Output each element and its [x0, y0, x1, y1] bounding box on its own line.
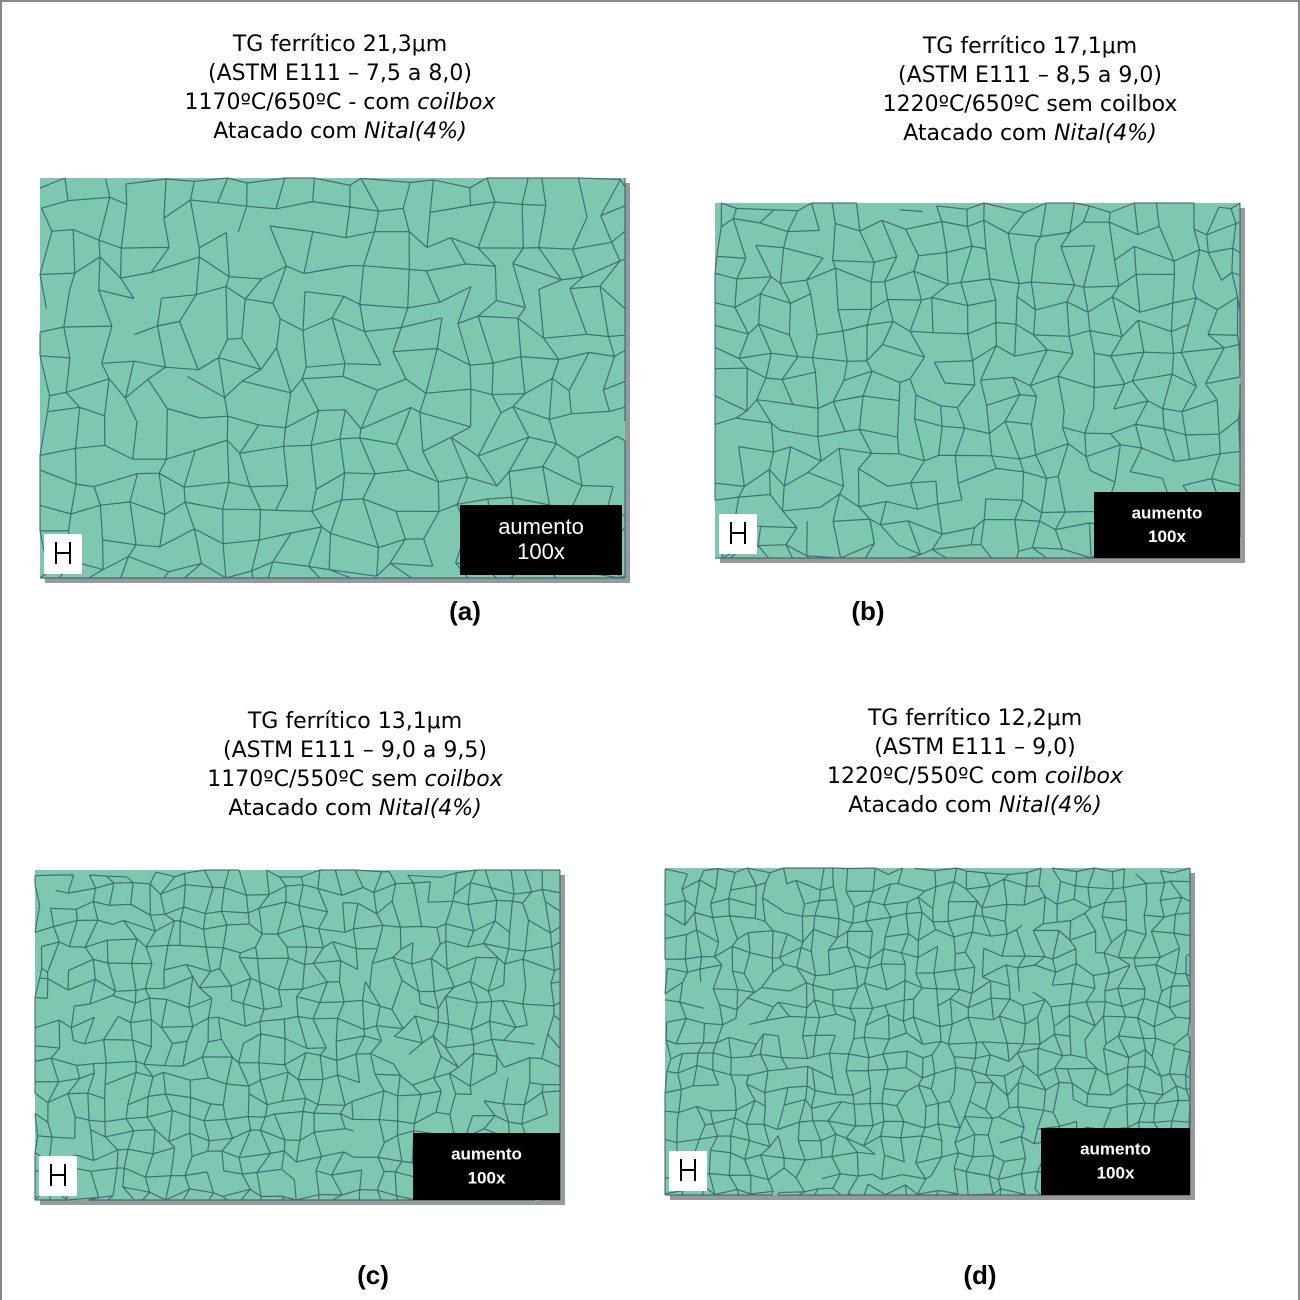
- caption-text: Atacado com: [848, 793, 999, 818]
- page: {"panels": [ {"caption": [{"text": "TG f…: [0, 0, 1300, 1300]
- caption-line: (ASTM E111 – 7,5 a 8,0): [208, 61, 472, 86]
- magnification-text: aumento: [1080, 1140, 1151, 1159]
- caption-italic: coilbox: [425, 767, 504, 792]
- caption-line: Atacado com Nital(4%): [903, 121, 1157, 146]
- caption-italic: Nital(4%): [999, 793, 1102, 818]
- caption-line: TG ferrítico 12,2μm: [867, 706, 1082, 731]
- caption-text: (ASTM E111 – 9,0 a 9,5): [223, 738, 487, 763]
- caption-text: (ASTM E111 – 8,5 a 9,0): [898, 63, 1162, 88]
- caption-line: Atacado com Nital(4%): [848, 793, 1102, 818]
- magnification-text: aumento: [1132, 503, 1203, 522]
- caption-text: TG ferrítico 12,2μm: [867, 706, 1082, 731]
- magnification-text: 100x: [468, 1169, 506, 1188]
- caption-text: 1170ºC/550ºC sem: [207, 767, 424, 792]
- caption-line: (ASTM E111 – 9,0): [874, 735, 1075, 760]
- caption-italic: coilbox: [1045, 764, 1124, 789]
- magnification-box: [1094, 492, 1240, 558]
- caption-text: 1220ºC/650ºC sem coilbox: [883, 92, 1178, 117]
- panel-label: (c): [357, 1260, 389, 1290]
- magnification-text: 100x: [517, 539, 565, 564]
- magnification-text: aumento: [451, 1145, 522, 1164]
- panel-label: (a): [449, 596, 481, 626]
- caption-line: Atacado com Nital(4%): [213, 119, 467, 144]
- caption-text: TG ferrítico 17,1μm: [922, 34, 1137, 59]
- panel-label: (d): [963, 1260, 996, 1290]
- caption-text: Atacado com: [228, 796, 379, 821]
- caption-line: 1170ºC/550ºC sem coilbox: [207, 767, 503, 792]
- caption-line: (ASTM E111 – 8,5 a 9,0): [898, 63, 1162, 88]
- figure: TG ferrítico 21,3μm (ASTM E111 – 7,5 a 8,…: [0, 0, 1300, 1300]
- caption-line: TG ferrítico 21,3μm: [232, 32, 447, 57]
- caption-text: Atacado com: [213, 119, 364, 144]
- magnification-text: aumento: [498, 514, 584, 539]
- caption-italic: Nital(4%): [1054, 121, 1157, 146]
- caption-text: (ASTM E111 – 9,0): [874, 735, 1075, 760]
- caption-text: 1170ºC/650ºC - com: [185, 90, 418, 115]
- caption-italic: Nital(4%): [379, 796, 482, 821]
- caption-line: 1220ºC/650ºC sem coilbox: [883, 92, 1178, 117]
- caption-line: TG ferrítico 17,1μm: [922, 34, 1137, 59]
- caption-line: Atacado com Nital(4%): [228, 796, 482, 821]
- magnification-text: 100x: [1097, 1164, 1135, 1183]
- panel-label: (b): [851, 596, 884, 626]
- caption-line: 1170ºC/650ºC - com coilbox: [185, 90, 497, 115]
- caption-line: TG ferrítico 13,1μm: [247, 709, 462, 734]
- caption-text: TG ferrítico 13,1μm: [247, 709, 462, 734]
- caption-text: 1220ºC/550ºC com: [827, 764, 1045, 789]
- caption-line: (ASTM E111 – 9,0 a 9,5): [223, 738, 487, 763]
- caption-italic: Nital(4%): [364, 119, 467, 144]
- caption-line: 1220ºC/550ºC com coilbox: [827, 764, 1124, 789]
- caption-italic: coilbox: [417, 90, 496, 115]
- magnification-box: [413, 1133, 560, 1200]
- caption-text: TG ferrítico 21,3μm: [232, 32, 447, 57]
- magnification-box: [1041, 1128, 1190, 1195]
- magnification-text: 100x: [1148, 527, 1186, 546]
- caption-text: Atacado com: [903, 121, 1054, 146]
- caption-text: (ASTM E111 – 7,5 a 8,0): [208, 61, 472, 86]
